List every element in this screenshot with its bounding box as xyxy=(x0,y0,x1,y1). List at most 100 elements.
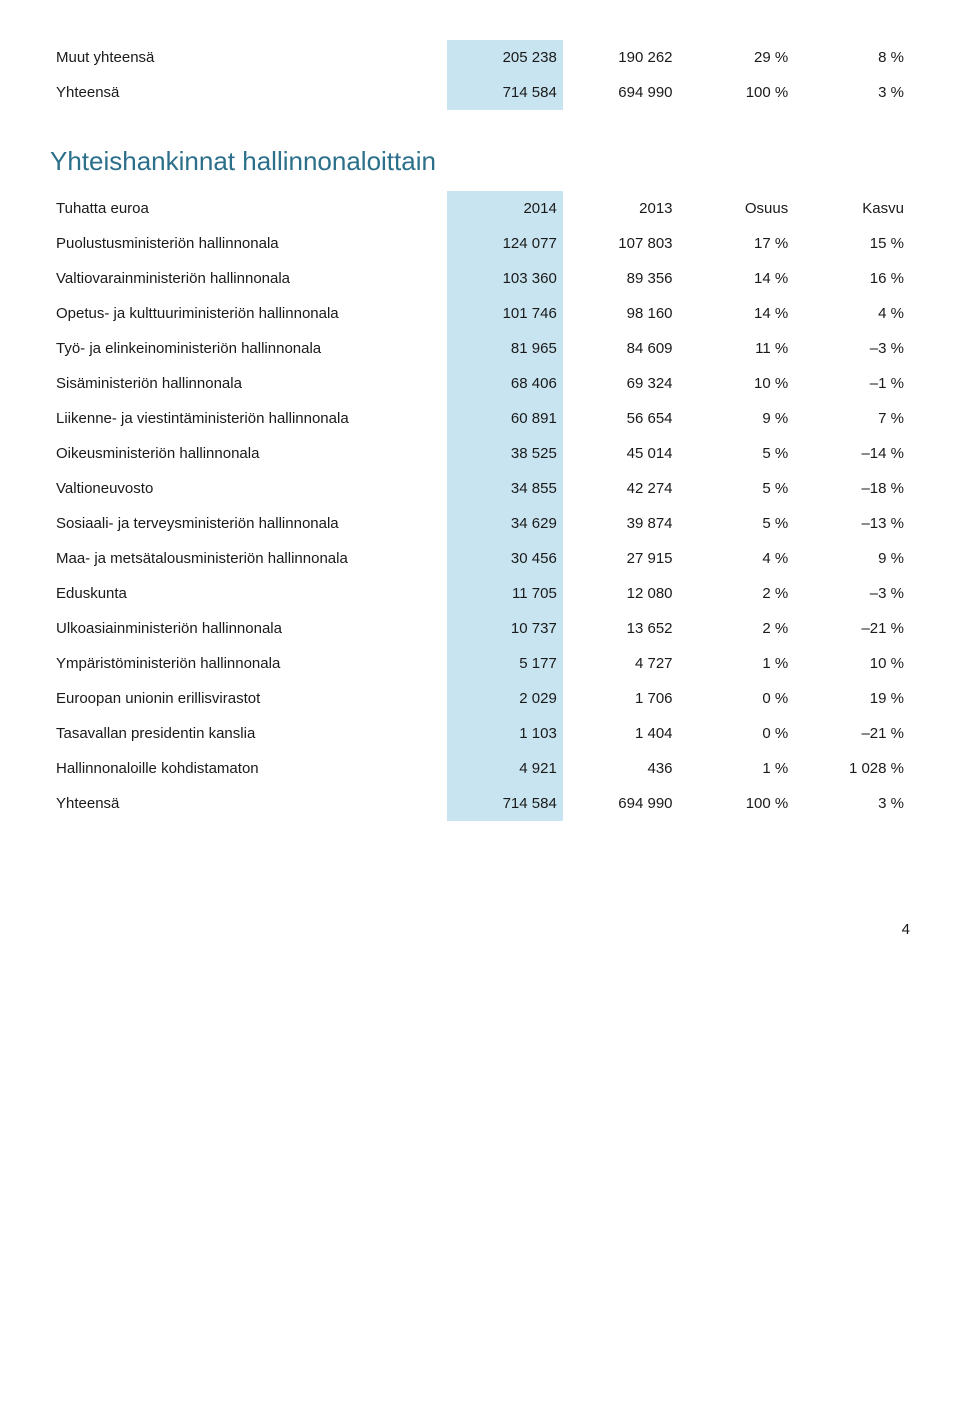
row-val2: 39 874 xyxy=(563,506,679,541)
table-row: Yhteensä714 584694 990100 %3 % xyxy=(50,75,910,110)
row-label: Tasavallan presidentin kanslia xyxy=(50,716,447,751)
row-val2: 107 803 xyxy=(563,226,679,261)
row-label: Liikenne- ja viestintäministeriön hallin… xyxy=(50,401,447,436)
section-title: Yhteishankinnat hallinnonaloittain xyxy=(50,146,910,177)
row-pct: 11 % xyxy=(679,331,795,366)
row-val2: 12 080 xyxy=(563,576,679,611)
row-val1: 11 705 xyxy=(447,576,563,611)
row-pct: 0 % xyxy=(679,681,795,716)
row-label: Valtioneuvosto xyxy=(50,471,447,506)
table-row: Euroopan unionin erillisvirastot2 0291 7… xyxy=(50,681,910,716)
row-val1: 101 746 xyxy=(447,296,563,331)
row-val2: 1 404 xyxy=(563,716,679,751)
row-grow: 4 % xyxy=(794,296,910,331)
row-grow: 15 % xyxy=(794,226,910,261)
row-val2: 98 160 xyxy=(563,296,679,331)
row-val2: 27 915 xyxy=(563,541,679,576)
detail-table: Tuhatta euroa20142013OsuusKasvuPuolustus… xyxy=(50,191,910,821)
row-pct: 5 % xyxy=(679,506,795,541)
row-pct: 2 % xyxy=(679,576,795,611)
table-row: Opetus- ja kulttuuriministeriön hallinno… xyxy=(50,296,910,331)
row-val2: 84 609 xyxy=(563,331,679,366)
row-grow: 8 % xyxy=(794,40,910,75)
row-grow: –14 % xyxy=(794,436,910,471)
row-val1: 30 456 xyxy=(447,541,563,576)
row-val1: 34 629 xyxy=(447,506,563,541)
row-val2: 56 654 xyxy=(563,401,679,436)
row-val1: 4 921 xyxy=(447,751,563,786)
table-row: Valtioneuvosto34 85542 2745 %–18 % xyxy=(50,471,910,506)
row-label: Yhteensä xyxy=(50,786,447,821)
table-row: Maa- ja metsätalousministeriön hallinnon… xyxy=(50,541,910,576)
table-row: Puolustusministeriön hallinnonala124 077… xyxy=(50,226,910,261)
row-grow: 3 % xyxy=(794,786,910,821)
row-pct: 100 % xyxy=(679,75,795,110)
row-pct: 14 % xyxy=(679,296,795,331)
table-row: Ulkoasiainministeriön hallinnonala10 737… xyxy=(50,611,910,646)
row-label: Valtiovarainministeriön hallinnonala xyxy=(50,261,447,296)
table-row: Oikeusministeriön hallinnonala38 52545 0… xyxy=(50,436,910,471)
row-label: Työ- ja elinkeinoministeriön hallinnonal… xyxy=(50,331,447,366)
row-grow: 19 % xyxy=(794,681,910,716)
row-pct: 9 % xyxy=(679,401,795,436)
row-pct: 1 % xyxy=(679,751,795,786)
row-val1: 68 406 xyxy=(447,366,563,401)
row-val1: 60 891 xyxy=(447,401,563,436)
row-grow: –21 % xyxy=(794,716,910,751)
row-label: Sosiaali- ja terveysministeriön hallinno… xyxy=(50,506,447,541)
page-number: 4 xyxy=(50,921,910,938)
row-label: Ympäristöministeriön hallinnonala xyxy=(50,646,447,681)
row-grow: –13 % xyxy=(794,506,910,541)
row-pct: 5 % xyxy=(679,436,795,471)
row-val1: 714 584 xyxy=(447,786,563,821)
row-grow: Kasvu xyxy=(794,191,910,226)
row-val1: 205 238 xyxy=(447,40,563,75)
row-val1: 38 525 xyxy=(447,436,563,471)
table-row: Sisäministeriön hallinnonala68 40669 324… xyxy=(50,366,910,401)
row-val1: 1 103 xyxy=(447,716,563,751)
row-val1: 714 584 xyxy=(447,75,563,110)
row-pct: 100 % xyxy=(679,786,795,821)
row-val2: 13 652 xyxy=(563,611,679,646)
row-val2: 42 274 xyxy=(563,471,679,506)
row-pct: Osuus xyxy=(679,191,795,226)
row-val2: 2013 xyxy=(563,191,679,226)
row-val2: 69 324 xyxy=(563,366,679,401)
row-val1: 81 965 xyxy=(447,331,563,366)
row-val1: 5 177 xyxy=(447,646,563,681)
row-grow: 9 % xyxy=(794,541,910,576)
row-grow: 7 % xyxy=(794,401,910,436)
row-grow: –3 % xyxy=(794,331,910,366)
row-pct: 2 % xyxy=(679,611,795,646)
row-label: Muut yhteensä xyxy=(50,40,447,75)
row-grow: 16 % xyxy=(794,261,910,296)
row-val2: 89 356 xyxy=(563,261,679,296)
row-val2: 694 990 xyxy=(563,75,679,110)
row-label: Puolustusministeriön hallinnonala xyxy=(50,226,447,261)
row-pct: 29 % xyxy=(679,40,795,75)
row-val1: 124 077 xyxy=(447,226,563,261)
row-pct: 0 % xyxy=(679,716,795,751)
row-label: Hallinnonaloille kohdistamaton xyxy=(50,751,447,786)
row-pct: 5 % xyxy=(679,471,795,506)
row-pct: 4 % xyxy=(679,541,795,576)
row-label: Oikeusministeriön hallinnonala xyxy=(50,436,447,471)
table-row: Työ- ja elinkeinoministeriön hallinnonal… xyxy=(50,331,910,366)
table-header-row: Tuhatta euroa20142013OsuusKasvu xyxy=(50,191,910,226)
row-grow: 1 028 % xyxy=(794,751,910,786)
row-label: Euroopan unionin erillisvirastot xyxy=(50,681,447,716)
row-val1: 2014 xyxy=(447,191,563,226)
row-grow: 3 % xyxy=(794,75,910,110)
row-val1: 34 855 xyxy=(447,471,563,506)
row-label: Eduskunta xyxy=(50,576,447,611)
table-row: Muut yhteensä205 238190 26229 %8 % xyxy=(50,40,910,75)
table-row: Sosiaali- ja terveysministeriön hallinno… xyxy=(50,506,910,541)
row-grow: –1 % xyxy=(794,366,910,401)
row-pct: 17 % xyxy=(679,226,795,261)
row-grow: 10 % xyxy=(794,646,910,681)
row-val2: 694 990 xyxy=(563,786,679,821)
row-label: Maa- ja metsätalousministeriön hallinnon… xyxy=(50,541,447,576)
row-label: Tuhatta euroa xyxy=(50,191,447,226)
table-row: Tasavallan presidentin kanslia1 1031 404… xyxy=(50,716,910,751)
row-val1: 103 360 xyxy=(447,261,563,296)
